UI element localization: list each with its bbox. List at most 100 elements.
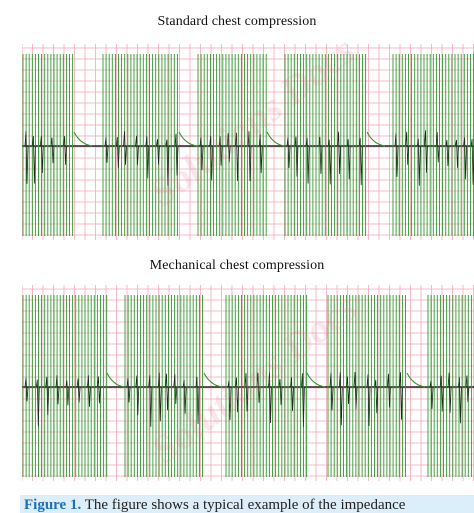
ecg-complex: [65, 380, 70, 406]
ecg-complex: [126, 377, 131, 403]
compression-burst: [102, 54, 179, 236]
figure-caption-label: Figure 1.: [24, 497, 82, 513]
ecg-complex: [405, 131, 410, 165]
ecg-complex: [174, 133, 179, 176]
ecg-complex: [435, 132, 440, 163]
ecg-chart-mechanical: [22, 285, 474, 481]
ecg-complex: [115, 136, 120, 168]
ecg-complex: [135, 375, 140, 416]
ecg-complex: [353, 371, 358, 410]
recovery-curve: [73, 131, 93, 147]
recovery-curve: [306, 372, 326, 388]
ecg-strip-mechanical: [22, 285, 474, 481]
ecg-complex: [227, 380, 232, 421]
ecg-complex: [76, 378, 81, 403]
ecg-complex: [156, 139, 160, 165]
recovery-curve: [178, 131, 198, 147]
recovery-curve: [406, 372, 426, 388]
ecg-complex: [24, 377, 29, 402]
panel-title-standard: Standard chest compression: [157, 14, 317, 29]
ecg-complex: [157, 372, 162, 422]
compression-burst: [225, 295, 308, 477]
ecg-complex: [32, 136, 36, 184]
ecg-complex: [327, 139, 332, 185]
ecg-complex: [35, 379, 40, 427]
ecg-complex: [387, 373, 391, 408]
ecg-complex: [256, 372, 261, 403]
ecg-complex: [447, 372, 452, 413]
ecg-complex: [366, 374, 371, 427]
ecg-complex: [290, 377, 294, 412]
ecg-complex: [199, 137, 204, 171]
figure-caption: Figure 1. The figure shows a typical exa…: [20, 495, 474, 513]
ecg-complex: [439, 375, 444, 412]
ecg-complex: [294, 136, 299, 177]
ecg-complex: [394, 133, 399, 177]
ecg-complex: [301, 373, 305, 427]
ecg-complex: [135, 135, 139, 165]
ecg-complex: [39, 136, 44, 174]
ecg-complex: [173, 374, 178, 405]
ecg-complex: [87, 375, 91, 407]
ecg-complex: [445, 139, 450, 167]
ecg-complex: [268, 372, 272, 424]
recovery-curve: [266, 131, 285, 147]
ecg-complex: [244, 372, 249, 412]
ecg-complex: [182, 379, 187, 414]
ecg-complex: [346, 376, 350, 405]
ecg-complex: [463, 137, 467, 180]
ecg-complex: [165, 373, 169, 411]
ecg-complex: [358, 137, 363, 186]
compression-burst: [427, 295, 472, 477]
ecg-complex: [424, 130, 428, 173]
ecg-complex: [97, 376, 101, 404]
ecg-complex: [399, 372, 403, 420]
ecg-complex: [329, 372, 334, 411]
recovery-curve: [203, 372, 223, 388]
ecg-complex: [458, 377, 462, 424]
ecg-complex: [337, 131, 341, 175]
ecg-complex: [416, 138, 421, 186]
ecg-complex: [45, 376, 50, 416]
ecg-complex: [258, 134, 263, 174]
ecg-complex: [338, 371, 343, 426]
ecg-complex: [63, 135, 67, 165]
ecg-complex: [209, 136, 214, 181]
ecg-complex: [55, 375, 60, 405]
ecg-complex: [455, 139, 459, 168]
ecg-complex: [148, 375, 153, 427]
compression-burst: [392, 54, 474, 236]
recovery-curve: [366, 131, 386, 147]
ecg-complex: [305, 137, 310, 184]
ecg-complex: [226, 133, 231, 163]
ecg-complex: [235, 132, 239, 182]
ecg-complex: [195, 376, 200, 425]
ecg-complex: [123, 131, 127, 165]
ecg-complex: [104, 137, 109, 163]
recovery-curve: [106, 372, 125, 388]
compression-burst: [284, 54, 367, 236]
ecg-complex: [218, 136, 223, 166]
ecg-chart-standard: [22, 44, 474, 240]
ecg-complex: [374, 379, 379, 414]
ecg-complex: [235, 377, 239, 413]
ecg-complex: [346, 139, 351, 180]
ecg-complex: [247, 131, 252, 182]
compression-burst: [327, 295, 406, 477]
compression-burst: [22, 295, 108, 477]
compression-burst: [124, 295, 203, 477]
ecg-complex: [145, 136, 150, 179]
ecg-complex: [165, 139, 170, 186]
panel-title-mechanical: Mechanical chest compression: [149, 258, 325, 273]
ecg-complex: [465, 375, 470, 403]
ecg-complex: [50, 137, 55, 164]
ecg-complex: [318, 136, 323, 174]
ecg-complex: [278, 378, 283, 405]
compression-burst: [197, 54, 267, 236]
ecg-complex: [286, 137, 291, 169]
ecg-complex: [429, 380, 434, 409]
compression-burst: [22, 54, 74, 236]
ecg-strip-standard: [22, 44, 474, 240]
figure-caption-text: The figure shows a typical example of th…: [84, 497, 406, 513]
ecg-complex: [24, 131, 29, 184]
